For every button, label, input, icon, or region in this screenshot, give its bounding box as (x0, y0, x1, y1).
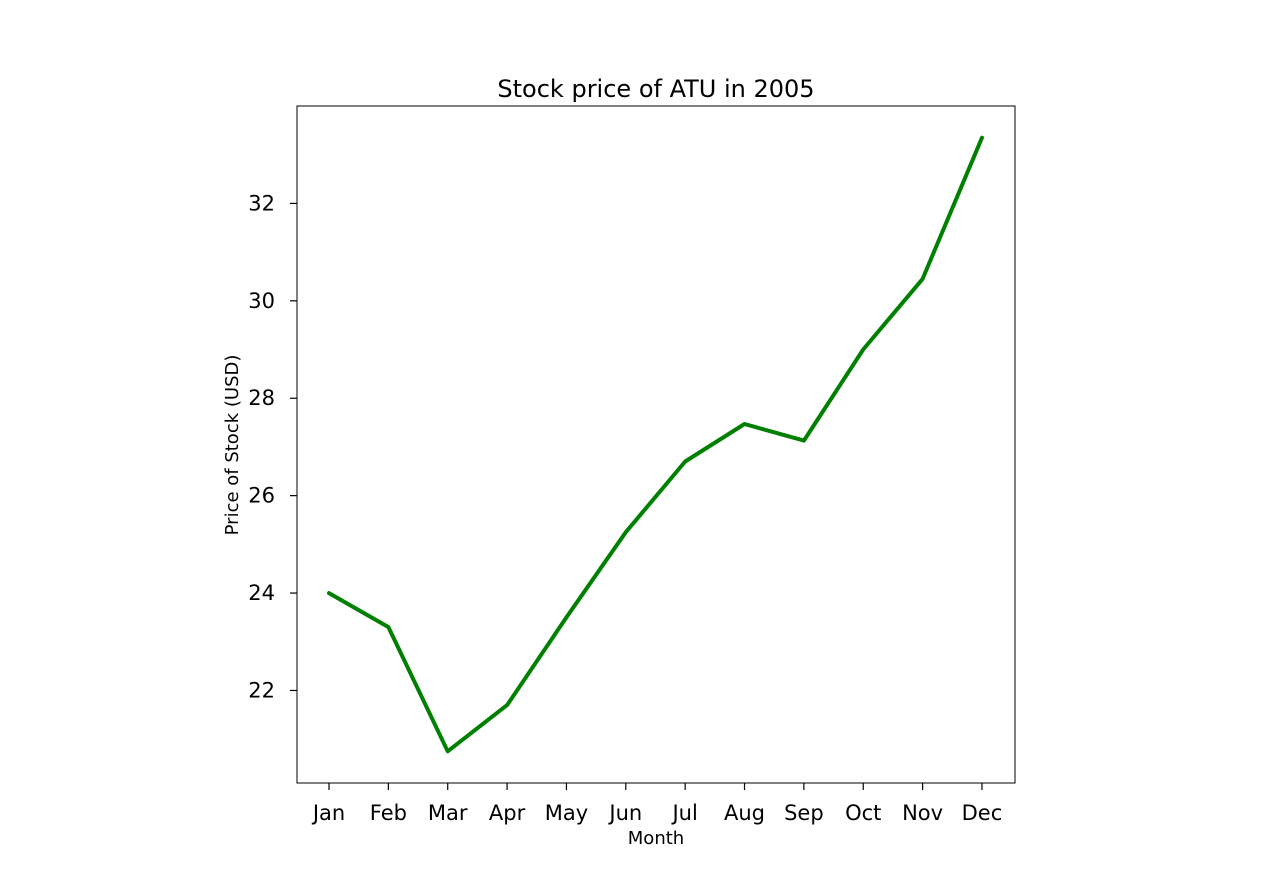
x-tick-label: Oct (845, 801, 881, 825)
x-tick-label: Dec (962, 801, 1003, 825)
y-axis-label: Price of Stock (USD) (222, 355, 243, 536)
y-tick-label: 28 (248, 386, 275, 410)
x-tick-label: May (545, 801, 588, 825)
x-tick-label: Apr (489, 801, 526, 825)
plot-area (296, 105, 1016, 784)
x-tick-label: Nov (902, 801, 943, 825)
series-group (327, 135, 984, 754)
x-tick-label: Jan (311, 801, 345, 825)
x-tick-label: Jul (670, 801, 697, 825)
y-tick-label: 26 (248, 484, 275, 508)
x-axis-label: Month (628, 828, 684, 849)
y-axis: 22 24 26 28 30 32 (248, 191, 297, 702)
chart-title: Stock price of ATU in 2005 (497, 75, 814, 103)
x-tick-label: Feb (370, 801, 407, 825)
x-tick-label: Mar (428, 801, 468, 825)
x-tick-label: Sep (784, 801, 824, 825)
x-axis: Jan Feb Mar Apr May Jun Jul Aug Sep Oct Nov Dec (311, 783, 1002, 825)
y-tick-label: 30 (248, 289, 275, 313)
y-tick-label: 22 (248, 678, 275, 702)
y-tick-label: 32 (248, 191, 275, 215)
y-tick-label: 24 (248, 581, 275, 605)
x-tick-label: Aug (724, 801, 765, 825)
x-tick-label: Jun (607, 801, 642, 825)
series-line-0 (327, 135, 984, 754)
